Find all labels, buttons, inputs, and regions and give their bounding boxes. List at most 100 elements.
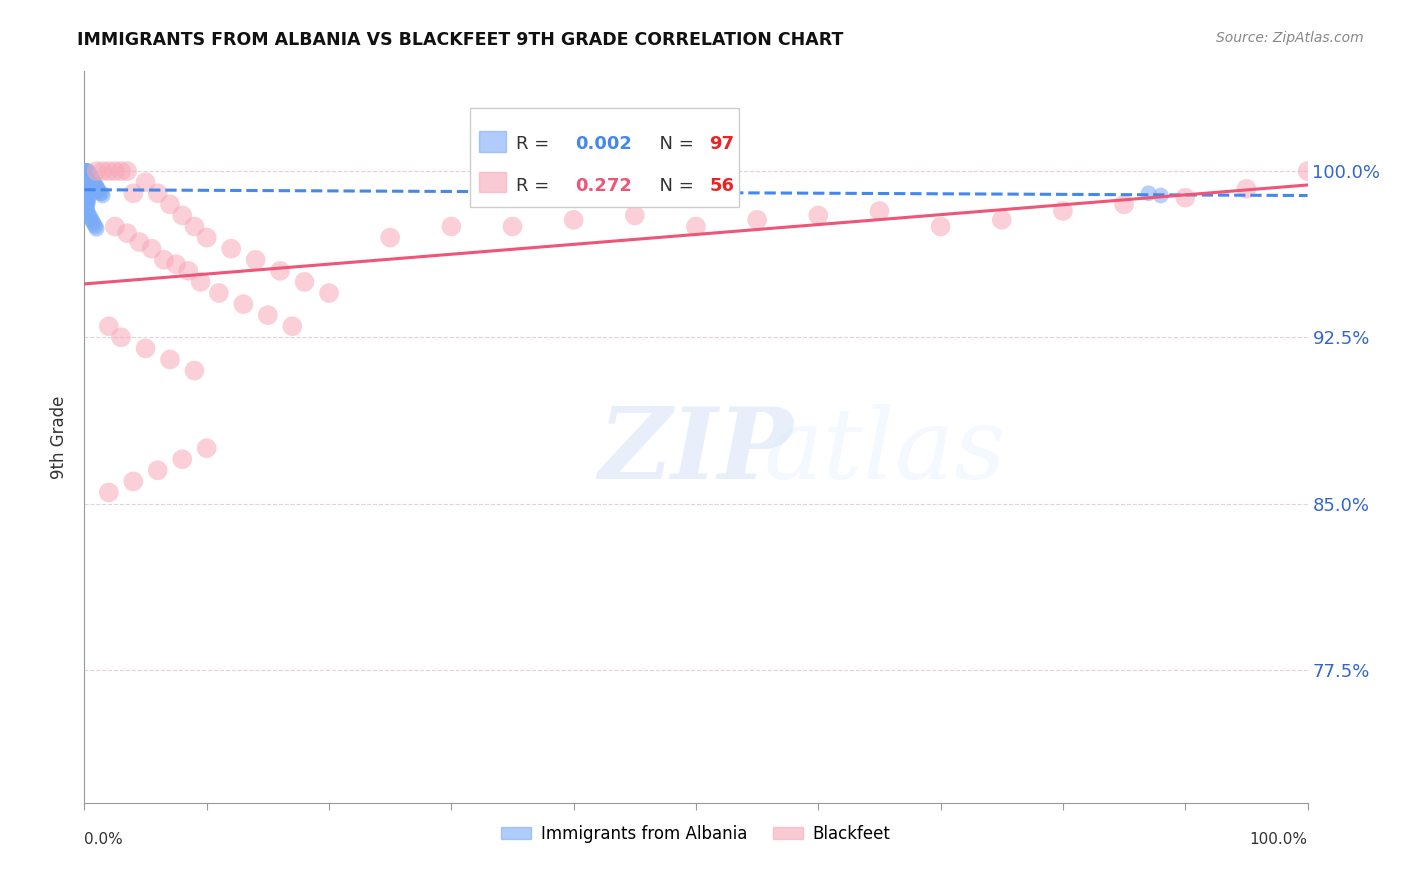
Point: [80, 170, 103, 185]
Point: [77, 188, 100, 202]
Point: [1150, 188, 1173, 202]
Point: [77, 175, 100, 189]
FancyBboxPatch shape: [470, 108, 738, 207]
Point: [75, 175, 97, 189]
Point: [77, 179, 100, 194]
Point: [75, 200, 97, 214]
Y-axis label: 9th Grade: 9th Grade: [51, 395, 69, 479]
Point: [75, 191, 97, 205]
Point: [75, 164, 97, 178]
Point: [991, 212, 1014, 227]
Point: [177, 264, 200, 278]
Point: [183, 219, 205, 234]
Point: [77, 166, 100, 180]
Point: [77, 166, 100, 180]
Point: [80, 175, 103, 189]
Point: [110, 164, 132, 178]
Text: R =: R =: [516, 135, 555, 153]
Point: [269, 264, 291, 278]
Point: [281, 319, 304, 334]
Point: [76, 200, 98, 214]
Point: [122, 475, 145, 489]
Point: [76, 166, 98, 180]
Point: [89, 186, 111, 201]
Point: [76, 197, 98, 211]
Point: [685, 219, 707, 234]
Point: [82, 215, 104, 229]
Point: [104, 164, 127, 178]
Point: [232, 297, 254, 311]
Point: [1174, 191, 1197, 205]
Point: [77, 193, 100, 207]
Point: [146, 463, 169, 477]
Point: [79, 169, 101, 183]
Point: [75, 166, 97, 180]
Point: [75, 186, 97, 201]
Point: [146, 186, 169, 201]
Point: [380, 230, 402, 244]
Text: 0.0%: 0.0%: [84, 832, 124, 847]
Point: [77, 184, 100, 198]
Point: [91, 188, 114, 202]
Point: [77, 206, 100, 220]
Point: [76, 173, 98, 187]
Point: [75, 164, 97, 178]
Point: [79, 178, 101, 192]
Point: [1114, 197, 1136, 211]
Point: [502, 219, 524, 234]
Point: [77, 182, 100, 196]
Bar: [479, 171, 506, 192]
Point: [153, 252, 176, 267]
Point: [75, 197, 97, 211]
Point: [747, 212, 769, 227]
Text: 0.272: 0.272: [575, 178, 631, 195]
Point: [562, 212, 585, 227]
Point: [440, 219, 463, 234]
Point: [97, 485, 120, 500]
Point: [82, 173, 104, 187]
Point: [75, 193, 97, 207]
Bar: [479, 131, 506, 152]
Point: [807, 209, 830, 223]
Point: [195, 441, 218, 455]
Point: [195, 230, 218, 244]
Point: [159, 352, 181, 367]
Point: [122, 186, 145, 201]
Point: [75, 182, 97, 196]
Point: [183, 363, 205, 377]
Point: [86, 179, 108, 194]
Point: [80, 173, 103, 187]
Point: [172, 209, 194, 223]
Point: [76, 164, 98, 178]
Point: [75, 169, 97, 183]
Point: [75, 164, 97, 178]
Point: [75, 170, 97, 185]
Point: [87, 182, 110, 196]
Point: [76, 204, 98, 219]
Point: [75, 179, 97, 194]
Point: [245, 252, 267, 267]
Point: [77, 182, 100, 196]
Point: [97, 319, 120, 334]
Point: [76, 186, 98, 201]
Point: [318, 285, 340, 300]
Point: [135, 342, 157, 356]
Point: [79, 211, 101, 225]
Point: [75, 178, 97, 192]
Point: [90, 186, 112, 201]
Point: [77, 186, 100, 201]
Point: [87, 184, 110, 198]
Point: [75, 184, 97, 198]
Text: R =: R =: [516, 178, 555, 195]
Point: [87, 184, 110, 198]
Text: 100.0%: 100.0%: [1250, 832, 1308, 847]
Point: [79, 175, 101, 189]
Point: [82, 175, 104, 189]
Point: [77, 169, 100, 183]
Point: [1052, 204, 1074, 219]
Point: [76, 178, 98, 192]
Text: N =: N =: [648, 135, 700, 153]
Point: [135, 175, 157, 189]
Point: [294, 275, 316, 289]
Point: [165, 257, 187, 271]
